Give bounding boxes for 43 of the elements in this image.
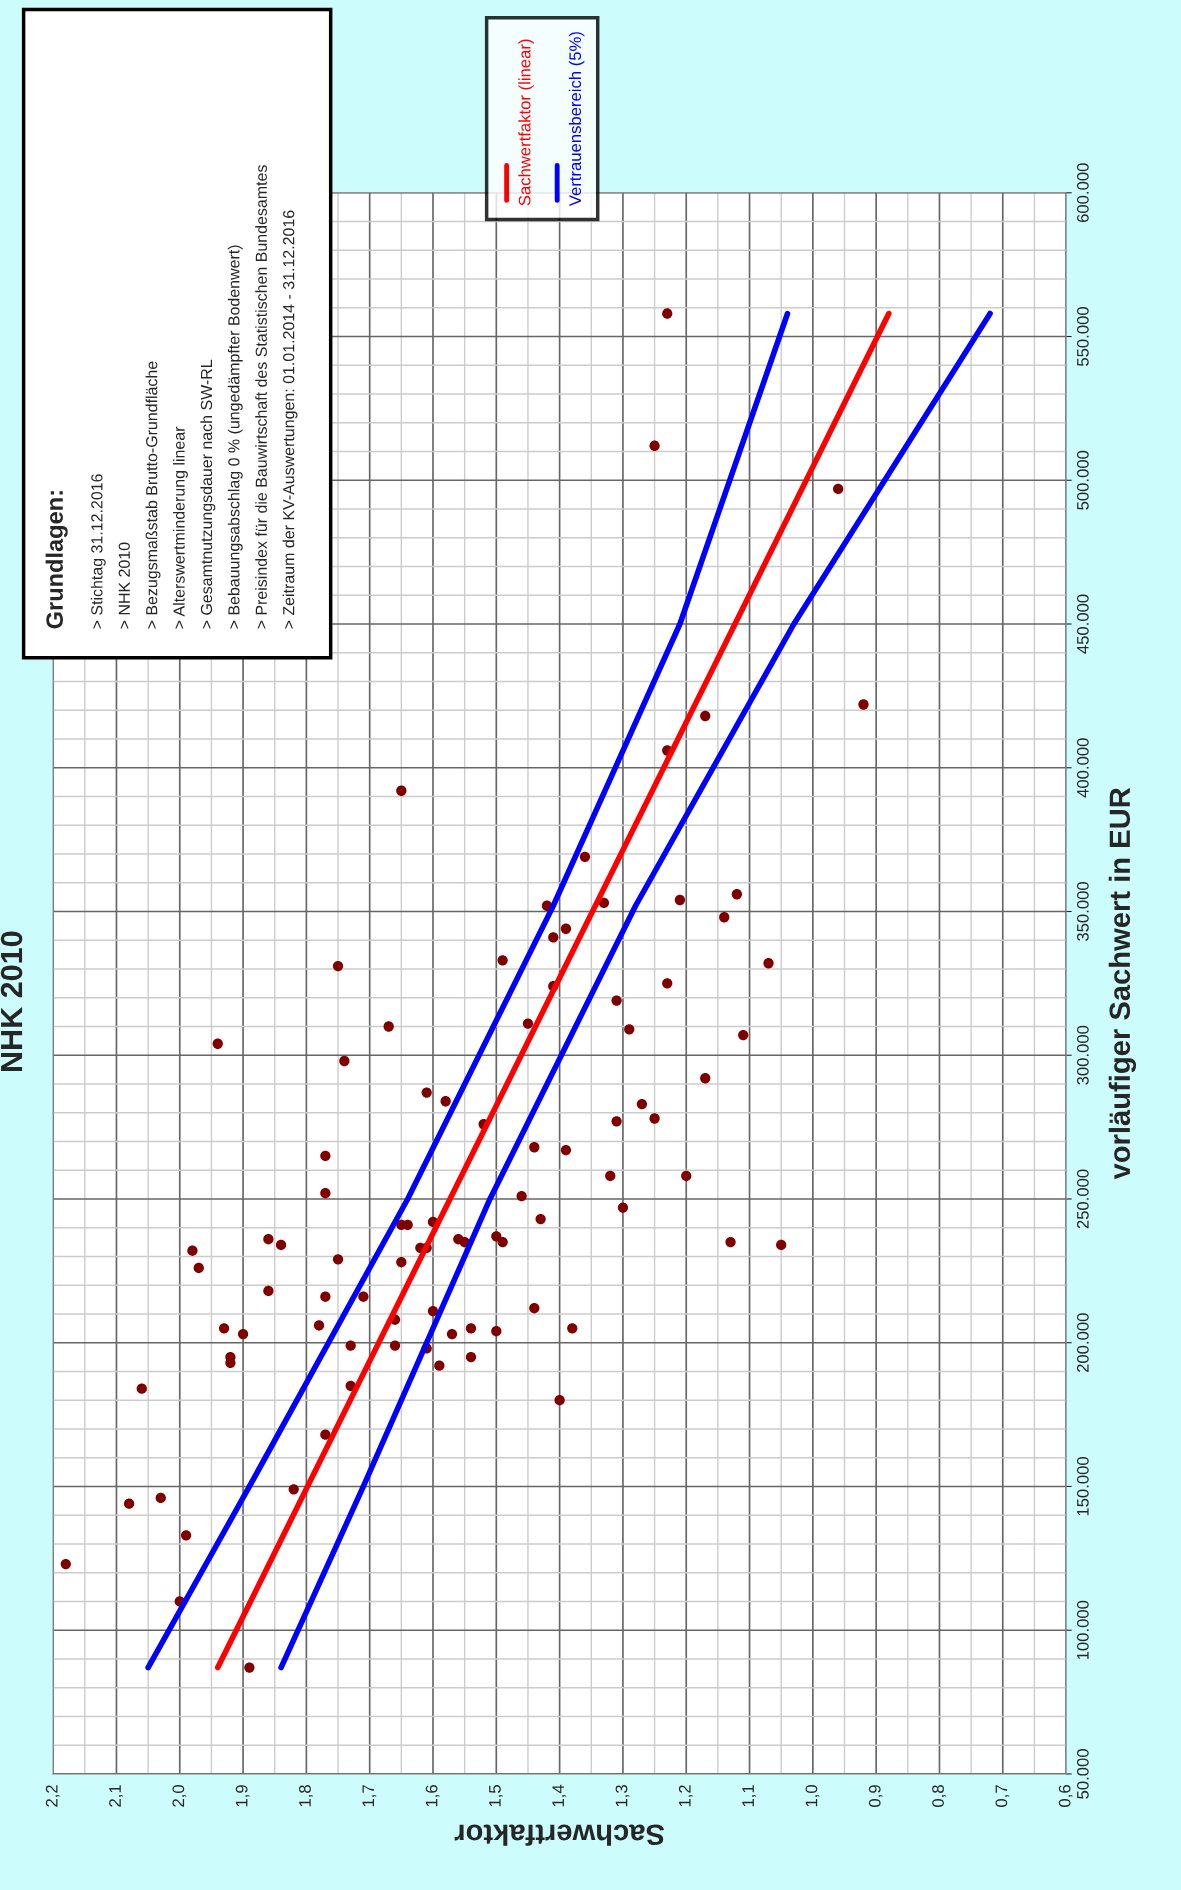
x-tick-label: 1,4 bbox=[552, 1784, 567, 1807]
x-tick-label: 0,9 bbox=[868, 1785, 883, 1807]
x-axis-title: Sachwertfaktor bbox=[454, 1824, 665, 1846]
x-tick-label: 1,9 bbox=[235, 1785, 250, 1807]
x-tick-label: 0,7 bbox=[995, 1785, 1010, 1807]
annotation: > Zeitraum der KV-Auswertungen: 01.01.2014 - 31.12.2016 bbox=[282, 210, 298, 629]
x-tick-label: 1,5 bbox=[489, 1785, 503, 1807]
x-tick-label: 1,2 bbox=[678, 1785, 693, 1807]
y-tick-label: 550.000 bbox=[1076, 307, 1089, 366]
y-tick-label: 500.000 bbox=[1076, 450, 1089, 510]
y-tick-label: 100.000 bbox=[1076, 1600, 1089, 1660]
text: NHK 2010 bbox=[0, 931, 23, 1071]
x-tick-label: 2,1 bbox=[109, 1785, 123, 1807]
annotation: > Stichtag 31.12.2016 bbox=[90, 474, 106, 629]
annotation: > Bezugsmaßstab Brutto-Grundfläche bbox=[145, 361, 161, 629]
y-tick-label: 200.000 bbox=[1076, 1313, 1089, 1373]
y-tick-label: 350.000 bbox=[1076, 882, 1089, 941]
annotation: > Gesamtnutzungsdauer nach SW-RL bbox=[200, 359, 216, 629]
x-tick-label: 1,3 bbox=[615, 1785, 630, 1807]
text: Vertrauensbereich (5%) bbox=[568, 32, 585, 207]
x-tick-label: 0,8 bbox=[932, 1785, 946, 1807]
y-axis-title: vorläufiger Sachwert in EUR bbox=[1108, 787, 1137, 1180]
x-tick-label: 2,2 bbox=[45, 1785, 60, 1807]
y-tick-label: 150.000 bbox=[1076, 1456, 1089, 1516]
y-tick-label: 450.000 bbox=[1076, 594, 1089, 654]
y-tick-label: 50.000 bbox=[1076, 1749, 1089, 1799]
x-tick-label: 1,8 bbox=[299, 1785, 313, 1807]
y-tick-label: 600.000 bbox=[1076, 163, 1089, 223]
annotation: > Preisindex für die Bauwirtschaft des Statistischen Bundesamtes bbox=[255, 165, 267, 629]
x-tick-label: 1,6 bbox=[425, 1785, 440, 1807]
annotation: > Alterswertminderung linear bbox=[173, 426, 188, 629]
annotation: Grundlagen: bbox=[45, 491, 68, 629]
x-tick-label: 2,0 bbox=[172, 1785, 187, 1807]
y-tick-label: 400.000 bbox=[1076, 738, 1089, 798]
y-tick-label: 300.000 bbox=[1076, 1025, 1089, 1085]
annotation: > NHK 2010 bbox=[118, 542, 130, 629]
y-tick-label: 250.000 bbox=[1076, 1169, 1089, 1229]
x-tick-label: 1,0 bbox=[805, 1785, 820, 1807]
annotation: > Bebauungsabschlag 0 % (ungedämpfter Bodenwert) bbox=[227, 245, 243, 629]
text: Sachwertfaktor (linear) bbox=[518, 39, 534, 206]
x-tick-label: 1,1 bbox=[742, 1785, 756, 1807]
x-tick-label: 0,6 bbox=[1058, 1785, 1073, 1807]
x-tick-label: 1,7 bbox=[362, 1785, 377, 1807]
